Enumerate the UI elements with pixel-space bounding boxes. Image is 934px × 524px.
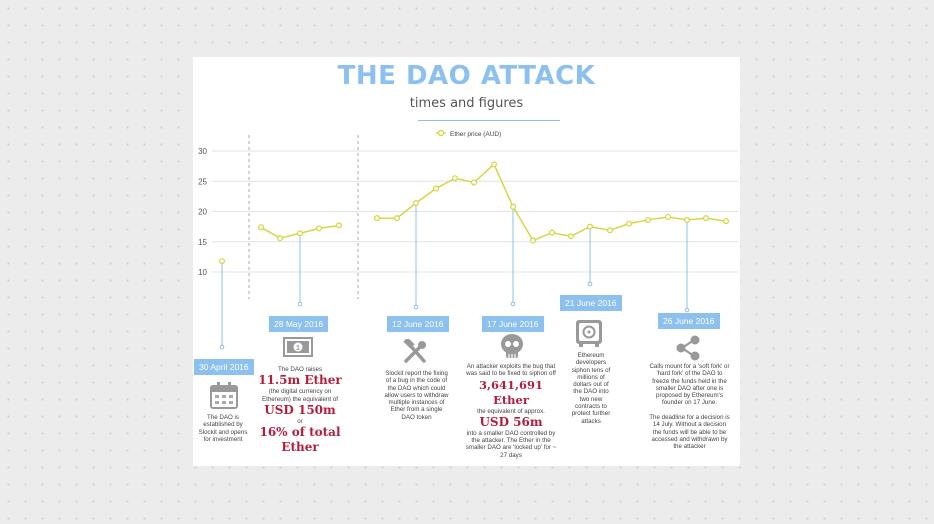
data-point: [413, 200, 420, 207]
tools-icon: [402, 337, 428, 370]
event-description: Ethereum developers siphon tens of milli…: [571, 352, 611, 425]
share-icon: [675, 335, 701, 366]
data-point: [549, 229, 556, 236]
price-chart: 10 15 20 25 30 Ether price (AUD): [198, 129, 738, 350]
event-highlight: 16% of total Ether: [259, 425, 341, 455]
data-point: [296, 230, 303, 237]
data-point: [626, 220, 633, 227]
data-point: [315, 225, 322, 232]
data-point: [722, 218, 729, 225]
event-drop-end: [413, 304, 419, 310]
event-drop-end: [587, 281, 593, 287]
page-title: THE DAO ATTACK: [337, 61, 596, 91]
data-point: [433, 185, 440, 192]
page-subtitle: times and figures: [409, 96, 524, 111]
event-highlight: 11.5m Ether: [258, 373, 342, 388]
event-text: (the digital currency on Ethereum) the e…: [261, 388, 338, 403]
event-date-badge: 30 April 2016: [194, 359, 254, 375]
data-point: [394, 215, 401, 222]
data-point: [645, 216, 652, 223]
legend-label: Ether price (AUD): [450, 131, 501, 138]
legend-marker: [437, 129, 445, 137]
safe-icon: [575, 319, 603, 352]
data-point: [219, 258, 226, 265]
series-line: [377, 163, 727, 242]
y-tick-label: 10: [198, 268, 207, 277]
event-drop-end: [297, 301, 303, 307]
data-point: [452, 175, 459, 182]
data-point: [607, 227, 614, 234]
y-tick-label: 30: [198, 147, 207, 156]
event-highlight: 3,641,691 Ether: [478, 377, 544, 407]
event-date-badge: 12 June 2016: [387, 316, 449, 332]
data-point: [257, 224, 264, 231]
event-text: An attacker exploits the bug that was sa…: [466, 363, 556, 378]
data-point: [471, 179, 478, 186]
event-date-badge: 17 June 2016: [482, 316, 544, 332]
data-point: [491, 161, 498, 168]
svg-text:1: 1: [296, 345, 300, 352]
event-drop-end: [510, 301, 516, 307]
event-text: Calls mount for a 'soft fork' or 'hard f…: [649, 363, 730, 407]
infographic-card: THE DAO ATTACK times and figures 10 15 20 2…: [193, 57, 740, 466]
event-date-badge: 21 June 2016: [560, 295, 622, 311]
data-point: [374, 215, 381, 222]
title-underline: [418, 120, 560, 121]
event-text: the equivalent of approx.: [477, 407, 545, 415]
event-text: The deadline for a decision is 14 July. …: [649, 414, 730, 451]
skull-icon: [499, 333, 525, 366]
data-point: [510, 203, 517, 210]
event-date-badge: 28 May 2016: [269, 316, 329, 332]
event-drop-end: [219, 344, 225, 350]
event-description: The DAO is established by Slockit and op…: [198, 414, 248, 443]
data-point: [665, 213, 672, 220]
data-point: [530, 237, 537, 244]
y-tick-label: 15: [198, 238, 207, 247]
event-text: or: [297, 417, 303, 425]
event-date-badge: 26 June 2016: [658, 313, 720, 329]
data-point: [336, 222, 343, 229]
event-drop-end: [684, 307, 690, 313]
event-2-description: The DAO raises 11.5m Ether (the digital …: [255, 366, 345, 455]
event-6-description: Calls mount for a 'soft fork' or 'hard f…: [648, 363, 731, 451]
banknote-icon: 1: [283, 337, 313, 362]
y-tick-label: 20: [198, 208, 207, 217]
event-highlight: USD 56m: [479, 414, 543, 429]
event-text: The DAO raises: [277, 366, 322, 373]
event-highlight: USD 150m: [264, 402, 336, 417]
event-text: into a smaller DAO controlled by the att…: [465, 429, 557, 459]
data-point: [276, 235, 283, 242]
event-description: Slockit report the fixing of a bug in th…: [384, 370, 449, 421]
y-tick-label: 25: [198, 177, 207, 186]
data-point: [703, 215, 710, 222]
event-4-description: An attacker exploits the bug that was sa…: [465, 363, 557, 459]
data-point: [568, 233, 575, 240]
data-point: [684, 216, 691, 223]
calendar-icon: [210, 382, 238, 414]
data-point: [587, 223, 594, 230]
